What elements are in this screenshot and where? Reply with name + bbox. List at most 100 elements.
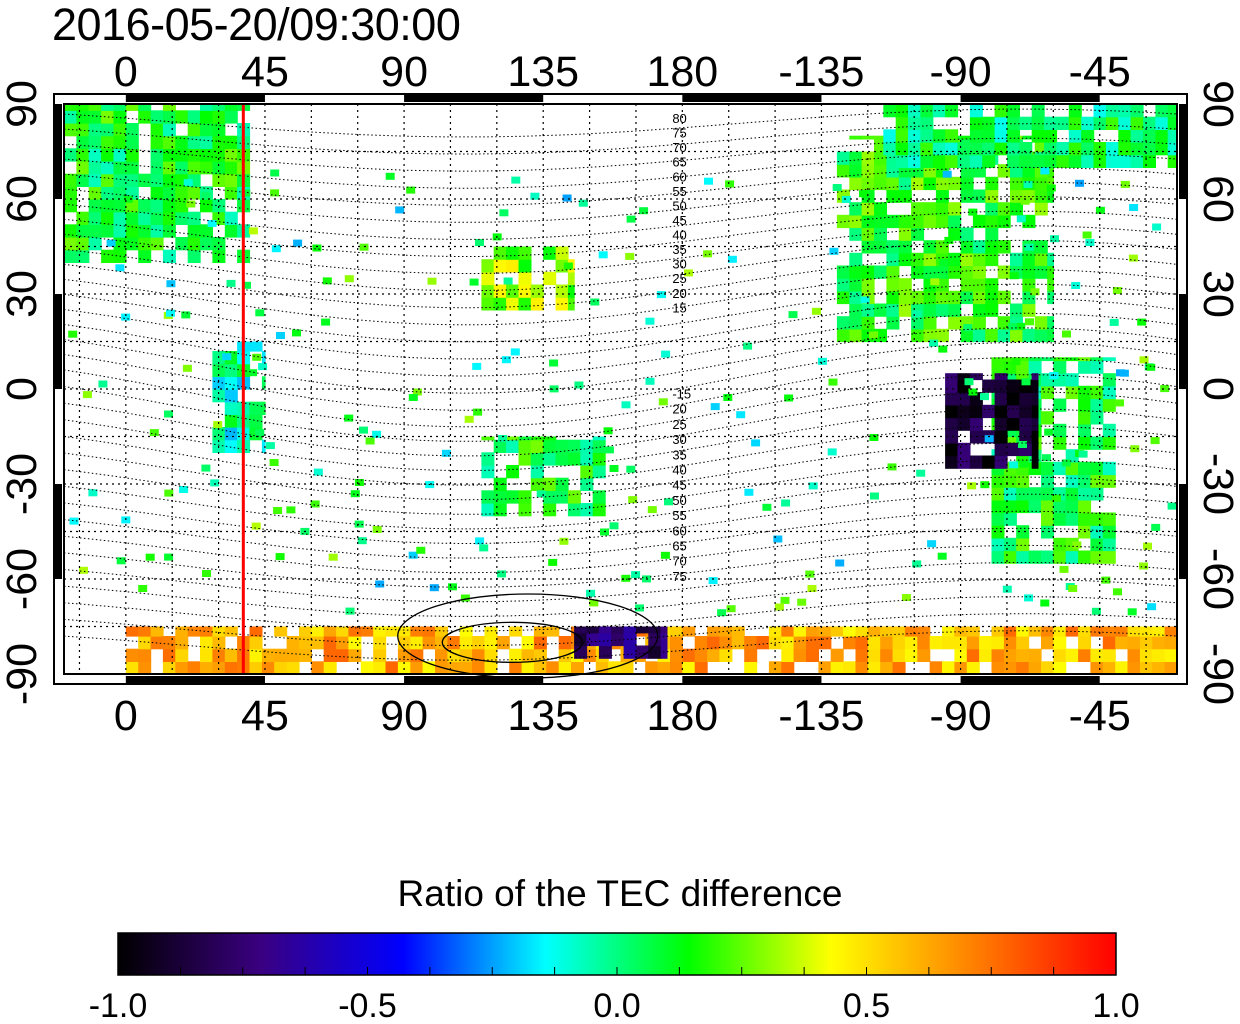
data-point [710,403,720,411]
data-cell [908,154,921,168]
data-cell [1090,360,1104,374]
data-cell [212,104,226,111]
x-tick-top: -135 [778,48,864,96]
data-cell [880,636,894,650]
data-point [354,520,364,528]
data-cell [481,503,495,517]
data-cell [997,265,1011,279]
data-cell [1078,636,1092,650]
contour-line [63,476,1178,530]
data-point [828,378,838,386]
data-cell [1019,116,1033,130]
data-point [1009,272,1019,280]
data-cell [212,661,226,675]
data-point [292,329,301,337]
data-cell [555,439,569,453]
data-cell [945,404,959,419]
data-cell [1081,129,1095,143]
data-point [241,189,251,197]
data-cell [867,661,881,675]
data-cell [113,123,127,137]
data-cell [1016,474,1030,488]
contour-label: 45 [672,213,686,228]
data-point [811,307,821,315]
border-bar [1179,294,1187,389]
data-cell [608,661,622,675]
data-cell [162,110,176,124]
data-cell [707,626,721,637]
data-cell [1053,661,1067,675]
data-point [406,186,416,194]
data-cell [530,477,544,491]
data-point [1051,494,1061,502]
data-cell [880,626,894,637]
data-cell [1090,436,1104,450]
data-point [736,411,746,419]
data-cell [898,303,912,317]
data-cell [1078,436,1092,450]
data-cell [224,376,238,390]
data-cell [311,636,325,650]
data-cell [493,503,507,517]
data-cell [948,176,962,191]
data-cell [932,129,946,143]
data-cell [336,626,350,637]
data-cell [64,173,77,187]
data-cell [1078,357,1092,362]
data-cell [972,265,986,279]
data-point [116,557,126,565]
data-cell [397,626,411,637]
data-cell [530,465,544,479]
data-cell [1003,636,1017,650]
data-cell [138,626,152,637]
data-cell [849,202,863,216]
data-cell [1139,648,1153,662]
data-point [944,236,954,244]
data-cell [994,442,1008,457]
data-cell [422,626,436,637]
data-point [1020,197,1030,205]
data-cell [125,104,139,111]
data-cell [113,161,127,175]
data-cell [162,161,176,175]
colorbar-tick-label: -1.0 [89,987,148,1024]
data-cell [979,648,993,662]
data-cell [101,224,115,238]
data-cell [113,199,127,213]
data-cell [806,626,819,637]
data-cell [1047,278,1054,292]
data-cell [972,189,986,203]
data-point [901,594,911,601]
data-cell [481,490,495,504]
x-tick-bottom: 90 [380,692,428,740]
data-cell [1155,142,1169,156]
data-cell [175,186,189,200]
data-cell [1047,252,1054,267]
data-cell [945,379,959,393]
data-cell [472,636,486,650]
data-cell [1031,104,1045,118]
data-point [684,269,693,277]
data-cell [113,211,127,225]
contour-label: 50 [672,198,686,213]
data-cell [898,189,912,203]
data-cell [874,202,887,216]
grid-layer [64,104,1177,674]
data-cell [224,414,238,428]
data-cell [200,148,213,162]
data-point [258,363,268,371]
contour-label: 55 [672,508,686,523]
data-cell [88,135,102,149]
data-cell [249,648,263,662]
data-cell [484,636,498,650]
data-cell [1041,499,1054,514]
data-cell [948,214,962,229]
data-cell [518,490,532,504]
data-cell [898,290,912,305]
data-point [827,448,837,456]
data-cell [994,379,1008,393]
data-point [1030,288,1040,296]
data-cell [818,636,832,650]
data-cell [1003,512,1017,526]
data-cell [623,632,637,647]
